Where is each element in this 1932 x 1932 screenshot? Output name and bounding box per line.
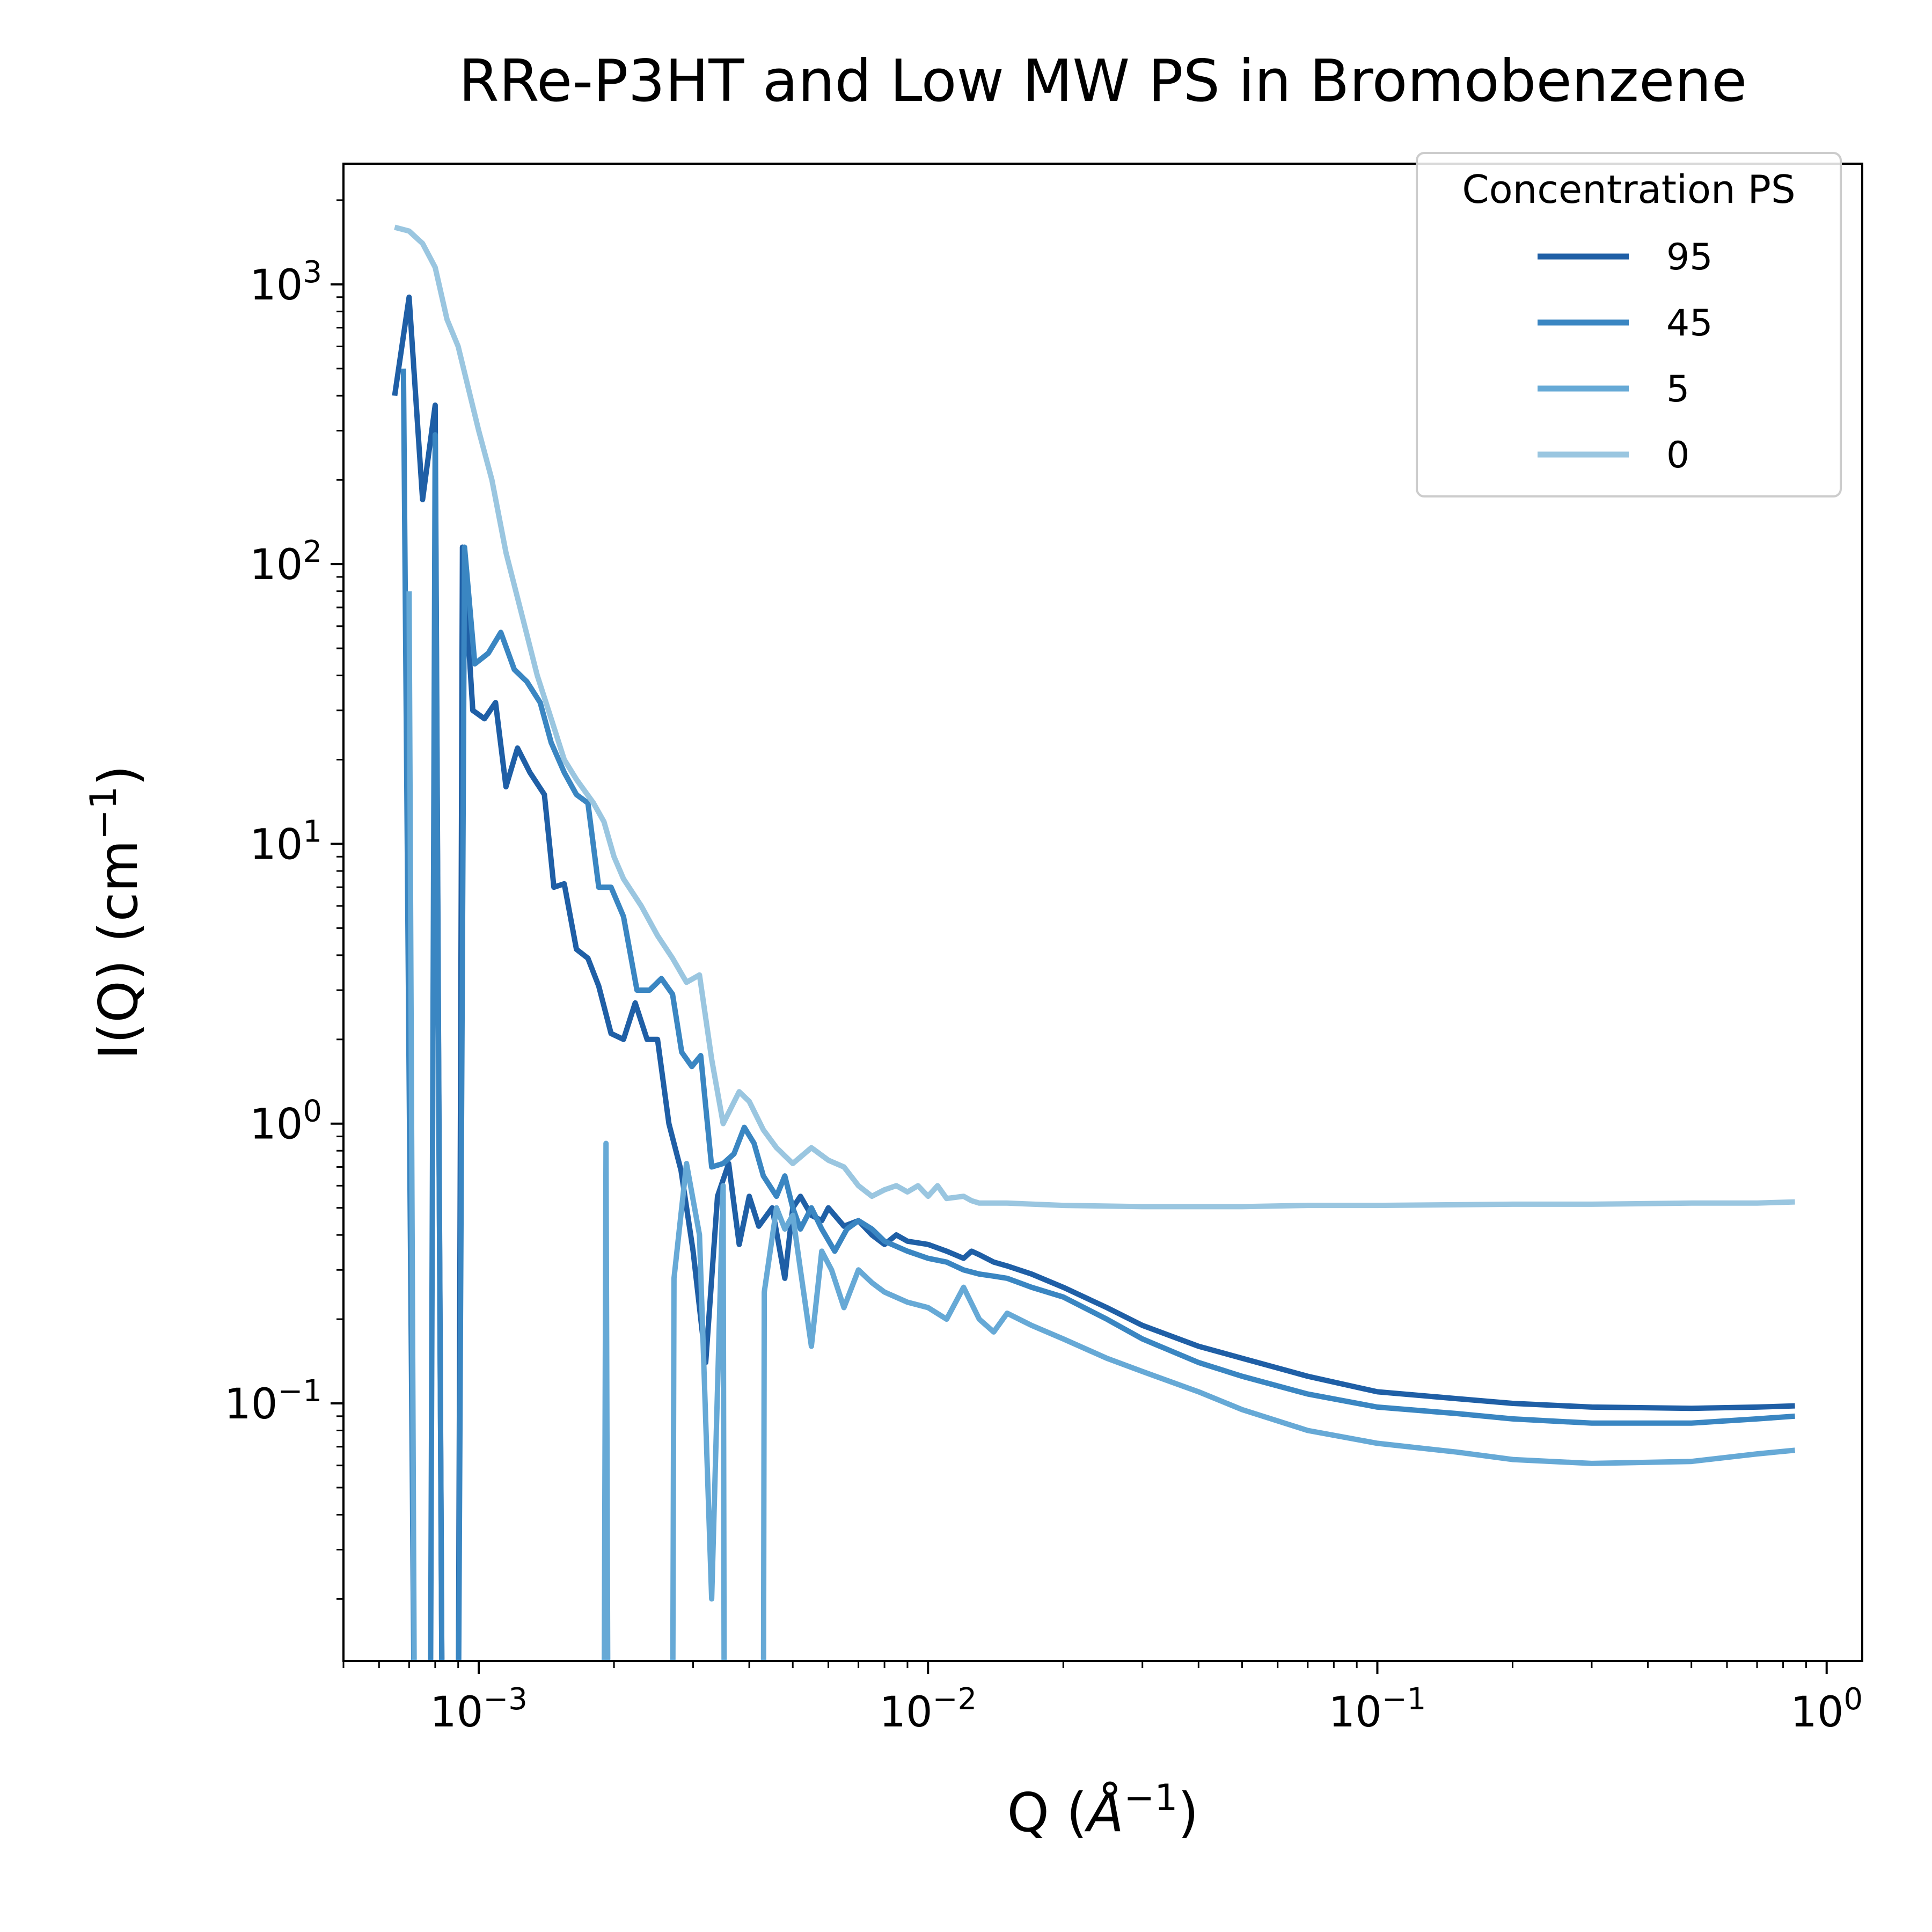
y-tick-label-exponent: 0 — [303, 1094, 322, 1129]
y-tick-label-base: 10 — [250, 541, 303, 589]
y-tick-label-exponent: 1 — [303, 814, 322, 849]
y-tick-label-exponent: 3 — [303, 254, 322, 289]
y-tick-label-exponent: 2 — [303, 535, 322, 569]
x-tick-label: 10−1 — [1329, 1682, 1426, 1737]
y-tick-label: 102 — [250, 535, 322, 590]
series-line-95 — [392, 294, 1795, 1661]
series-line-5 — [406, 591, 1796, 1661]
legend-title: Concentration PS — [1462, 167, 1795, 212]
x-tick-label-exponent: −3 — [483, 1682, 528, 1717]
x-axis-label-symbol: Å — [1084, 1781, 1124, 1844]
x-axis-ticks: 10−3 10−2 10−1 100 — [342, 1661, 1863, 1737]
legend: Concentration PS 95 45 5 0 — [1416, 152, 1842, 497]
x-tick-label: 100 — [1790, 1682, 1863, 1737]
series-line-0 — [394, 224, 1795, 1210]
y-axis-label-base: I(Q) (cm — [87, 840, 150, 1059]
plot-frame — [342, 163, 1863, 1662]
y-axis-label-close: ) — [87, 765, 150, 786]
legend-entries: 95 45 5 0 — [1538, 236, 1713, 477]
y-tick-label: 101 — [250, 814, 322, 869]
x-tick-label-base: 10 — [1790, 1688, 1843, 1737]
x-tick-label-base: 10 — [879, 1688, 932, 1737]
y-tick-label: 10−1 — [224, 1373, 322, 1429]
legend-label-45: 45 — [1666, 302, 1713, 345]
x-axis-label-exponent: −1 — [1124, 1777, 1177, 1819]
chart-title: RRe-P3HT and Low MW PS in Bromobenzene — [459, 48, 1747, 115]
x-tick-label-exponent: −1 — [1382, 1682, 1426, 1717]
legend-label-5: 5 — [1666, 368, 1689, 411]
x-axis-label-close: ) — [1178, 1781, 1199, 1844]
x-tick-label-base: 10 — [430, 1688, 483, 1737]
y-axis-label: I(Q) (cm−1) — [83, 765, 150, 1060]
x-tick-label: 10−2 — [879, 1682, 977, 1737]
y-tick-label-base: 10 — [224, 1380, 277, 1429]
x-tick-label-exponent: −2 — [933, 1682, 977, 1717]
x-axis-label-base: Q ( — [1007, 1781, 1087, 1844]
y-tick-label-exponent: −1 — [277, 1373, 322, 1408]
x-tick-label-base: 10 — [1329, 1688, 1382, 1737]
y-tick-label: 103 — [250, 254, 322, 310]
y-tick-label-base: 10 — [250, 1101, 303, 1149]
y-tick-label-base: 10 — [250, 261, 303, 310]
legend-label-95: 95 — [1666, 236, 1713, 279]
legend-label-0: 0 — [1666, 434, 1689, 477]
series-line-45 — [400, 368, 1795, 1661]
y-tick-label-base: 10 — [250, 821, 303, 869]
x-tick-label: 10−3 — [430, 1682, 528, 1737]
y-tick-label: 100 — [250, 1094, 322, 1149]
y-axis-label-exponent: −1 — [83, 786, 125, 840]
x-tick-label-exponent: 0 — [1844, 1682, 1863, 1717]
x-axis-label: Q (Å−1) — [1007, 1777, 1198, 1845]
series-layer — [392, 224, 1796, 1661]
